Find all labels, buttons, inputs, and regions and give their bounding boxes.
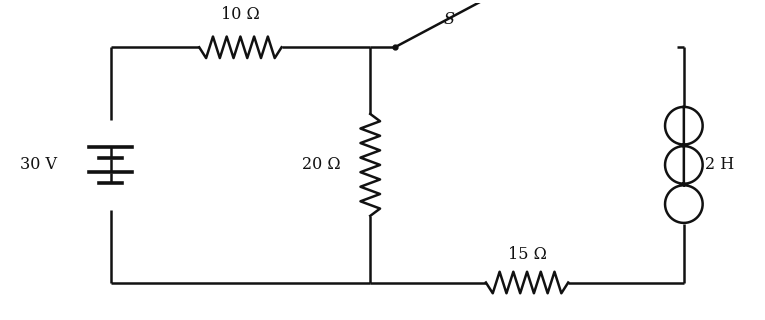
Text: 10 Ω: 10 Ω — [221, 6, 260, 23]
Text: S: S — [443, 11, 454, 28]
Text: 2 H: 2 H — [705, 156, 734, 173]
Text: 30 V: 30 V — [20, 156, 57, 173]
Text: 15 Ω: 15 Ω — [508, 246, 546, 263]
Text: 20 Ω: 20 Ω — [302, 156, 341, 173]
